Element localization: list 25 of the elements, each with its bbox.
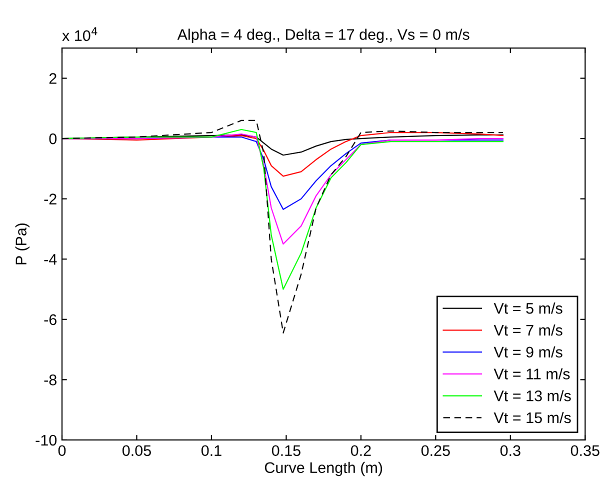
- x-tick-label: 0.35: [570, 445, 600, 456]
- y-tick-label: -8: [44, 374, 56, 386]
- y-tick-label: -2: [44, 194, 56, 204]
- legend-label: Vt = 7 m/s: [494, 324, 562, 336]
- y-axis-title: P (Pa): [15, 223, 30, 264]
- legend-label: Vt = 9 m/s: [494, 346, 562, 358]
- y-tick-label: -10: [36, 434, 57, 446]
- y-tick-label: -6: [44, 314, 56, 326]
- y-tick-label: -4: [44, 254, 57, 265]
- text: x 10$^{4}$: [62, 27, 98, 42]
- x-tick-label: 0.2: [350, 445, 371, 456]
- x-tick-label: 0.05: [122, 445, 151, 456]
- legend-label: Vt = 15 m/s: [494, 412, 571, 424]
- legend-label: Vt = 13 m/s: [494, 390, 571, 402]
- chart-title: Alpha = 4 deg., Delta = 17 deg., Vs = 0 m/s: [177, 28, 470, 43]
- x-tick-label: 0.1: [201, 445, 222, 456]
- legend-label: Vt = 11 m/s: [494, 368, 570, 380]
- x-tick-label: 0.3: [500, 445, 520, 456]
- x-tick-label: 0.25: [421, 445, 450, 456]
- y-tick-label: 0: [49, 133, 57, 144]
- x-tick-label: 0.15: [272, 445, 300, 456]
- x-axis-title: Curve Length (m): [264, 462, 382, 476]
- x-tick-label: 0: [58, 445, 66, 456]
- y-tick-label: 2: [49, 73, 56, 84]
- legend-label: Vt = 5 m/s: [494, 302, 562, 314]
